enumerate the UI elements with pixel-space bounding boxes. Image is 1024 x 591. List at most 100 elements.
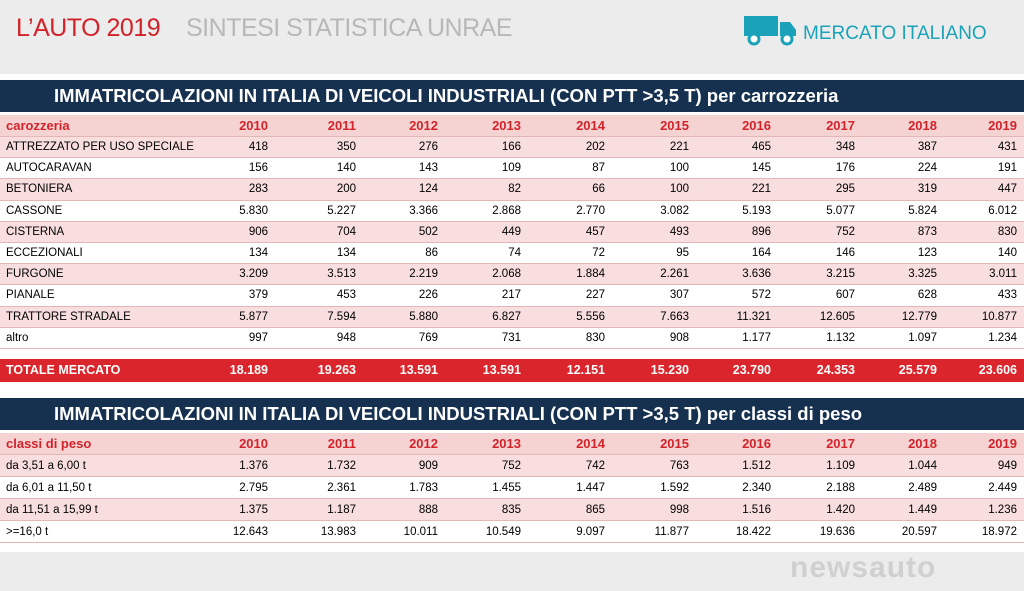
cell-value: 156 — [248, 162, 268, 175]
cell-value: 997 — [248, 331, 268, 344]
cell-value: 769 — [418, 331, 438, 344]
cell-value: 134 — [336, 247, 356, 259]
cell-value: 5.193 — [742, 204, 771, 217]
cell-value: 949 — [997, 460, 1017, 472]
cell-value: 224 — [917, 162, 937, 175]
cell-value: 1.376 — [239, 460, 268, 472]
table-row: da 11,51 a 15,99 t 1.375 1.187 888 835 865 998… — [0, 499, 1024, 521]
cell-value: 18.422 — [735, 526, 771, 538]
cell-value: 200 — [336, 183, 356, 196]
table-row: >=16,0 t 12.643 13.983 10.011 10.549 9.097 11.… — [0, 521, 1024, 543]
cell-value: 1.132 — [826, 331, 855, 344]
cell-value: 1.516 — [742, 504, 771, 516]
cell-value: 23.790 — [732, 363, 771, 377]
cell-value: 502 — [418, 225, 438, 238]
cell-value: 12.643 — [232, 526, 268, 538]
cell-value: 2018 — [908, 436, 937, 451]
cell-value: 1.236 — [988, 504, 1017, 516]
cell-value: 909 — [418, 460, 438, 472]
table-row: da 3,51 a 6,00 t 1.376 1.732 909 752 742 763 1.… — [0, 455, 1024, 477]
cell-value: 447 — [997, 183, 1017, 196]
table-row: TRATTORE STRADALE 5.877 7.594 5.880 6.827 5.5… — [0, 306, 1024, 328]
watermark: newsauto — [790, 551, 937, 584]
cell-value: 100 — [669, 183, 689, 196]
cell-value: 2.770 — [576, 204, 605, 217]
cell-value: 888 — [418, 504, 438, 516]
row-label: da 11,51 a 15,99 t — [6, 504, 98, 516]
cell-value: 2019 — [988, 118, 1017, 133]
row-label: altro — [6, 331, 29, 344]
row-label: PIANALE — [6, 289, 55, 302]
cell-value: 2012 — [409, 436, 438, 451]
cell-value: 7.663 — [660, 310, 689, 323]
cell-value: 19.636 — [819, 526, 855, 538]
cell-value: 2012 — [409, 118, 438, 133]
cell-value: 387 — [917, 141, 937, 153]
cell-value: 72 — [592, 247, 605, 259]
cell-value: 82 — [508, 183, 521, 196]
row-label: ECCEZIONALI — [6, 247, 83, 259]
cell-value: 493 — [669, 225, 689, 238]
cell-value: 1.732 — [327, 460, 356, 472]
cell-value: 731 — [501, 331, 521, 344]
cell-value: 2018 — [908, 118, 937, 133]
subtitle: SINTESI STATISTICA UNRAE — [186, 14, 513, 42]
cell-value: 295 — [835, 183, 855, 196]
table-title: IMMATRICOLAZIONI IN ITALIA DI VEICOLI IN… — [0, 80, 1024, 112]
cell-value: 433 — [997, 289, 1017, 302]
cell-value: 19.263 — [317, 363, 356, 377]
cell-value: 283 — [248, 183, 268, 196]
cell-value: 752 — [501, 460, 521, 472]
cell-value: 307 — [669, 289, 689, 302]
cell-value: 25.579 — [898, 363, 937, 377]
table-row: AUTOCARAVAN 156 140 143 109 87 100 145 176 224 191 — [0, 158, 1024, 180]
cell-value: 164 — [751, 247, 771, 259]
cell-value: 140 — [997, 247, 1017, 259]
cell-value: 11.877 — [654, 526, 689, 538]
cell-value: 3.325 — [908, 268, 937, 281]
cell-value: 1.044 — [908, 460, 937, 472]
row-label: FURGONE — [6, 268, 64, 281]
cell-value: 1.177 — [742, 331, 771, 344]
cell-value: 2019 — [988, 436, 1017, 451]
cell-value: 752 — [835, 225, 855, 238]
cell-value: 948 — [336, 331, 356, 344]
cell-value: 5.077 — [826, 204, 855, 217]
cell-value: 20.597 — [901, 526, 937, 538]
cell-value: 465 — [751, 141, 771, 153]
cell-value: 5.824 — [908, 204, 937, 217]
sheet: IMMATRICOLAZIONI IN ITALIA DI VEICOLI IN… — [0, 74, 1024, 552]
cell-value: 896 — [751, 225, 771, 238]
cell-value: 763 — [669, 460, 689, 472]
cell-value: 2014 — [576, 118, 605, 133]
row-label: ATTREZZATO PER USO SPECIALE — [6, 141, 194, 153]
cell-value: 140 — [336, 162, 356, 175]
cell-value: 24.353 — [816, 363, 855, 377]
row-label: TRATTORE STRADALE — [6, 310, 131, 323]
cell-value: 191 — [997, 162, 1017, 175]
cell-value: 2.361 — [327, 482, 356, 494]
cell-value: 227 — [585, 289, 605, 302]
cell-value: 835 — [501, 504, 521, 516]
cell-value: 3.011 — [989, 268, 1017, 281]
cell-value: 1.783 — [409, 482, 438, 494]
cell-value: 87 — [592, 162, 605, 175]
cell-value: 379 — [248, 289, 268, 302]
cell-value: 1.512 — [742, 460, 771, 472]
cell-value: 2.068 — [492, 268, 521, 281]
cell-value: 457 — [585, 225, 605, 238]
table-row: da 6,01 a 11,50 t 2.795 2.361 1.783 1.455 1.4… — [0, 477, 1024, 499]
cell-value: 1.234 — [988, 331, 1017, 344]
cell-value: 18.972 — [981, 526, 1017, 538]
cell-value: 2010 — [239, 118, 268, 133]
cell-value: 23.606 — [978, 363, 1017, 377]
cell-value: 3.209 — [239, 268, 268, 281]
cell-value: 2017 — [826, 118, 855, 133]
cell-value: 1.447 — [576, 482, 605, 494]
cell-value: 873 — [917, 225, 937, 238]
cell-value: 143 — [418, 162, 438, 175]
cell-value: 319 — [917, 183, 937, 196]
cell-value: 2.868 — [492, 204, 521, 217]
cell-value: 74 — [508, 247, 521, 259]
